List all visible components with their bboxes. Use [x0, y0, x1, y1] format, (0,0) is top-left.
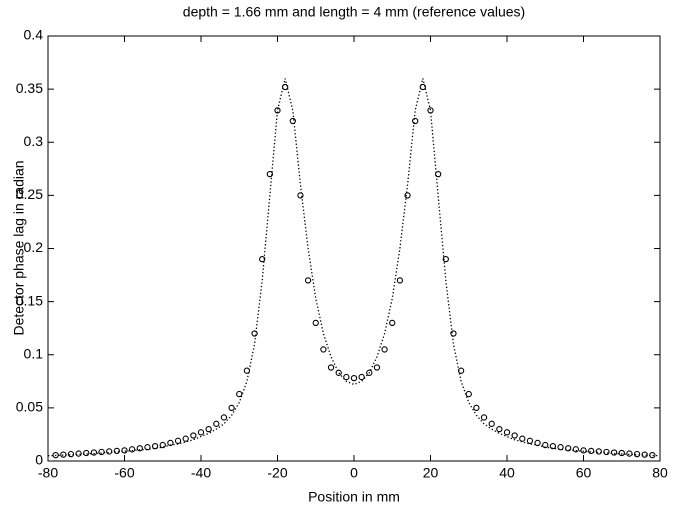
x-tick-label: -80 — [38, 465, 58, 481]
data-point — [159, 441, 166, 449]
data-point — [52, 452, 59, 459]
data-point — [121, 447, 128, 454]
data-point — [488, 420, 495, 427]
data-point — [83, 449, 90, 457]
x-tick-label: 0 — [350, 465, 358, 481]
data-point — [228, 404, 235, 412]
data-point — [557, 444, 564, 451]
data-point — [434, 170, 442, 178]
data-point — [312, 319, 319, 327]
data-point — [442, 255, 449, 263]
data-point — [503, 429, 511, 436]
y-tick-label: 0.05 — [16, 399, 43, 415]
y-tick-label: 0.15 — [16, 292, 43, 308]
data-point — [266, 170, 273, 178]
y-tick-label: 0.2 — [24, 239, 44, 255]
y-tick-label: 0.25 — [16, 186, 43, 202]
data-point — [297, 192, 304, 199]
data-point — [572, 446, 579, 453]
data-point — [274, 107, 281, 114]
data-point — [618, 449, 625, 457]
data-point — [113, 447, 120, 455]
data-point — [603, 448, 610, 456]
data-point — [519, 435, 526, 442]
data-point — [174, 437, 182, 444]
x-tick-label: 20 — [423, 465, 439, 481]
y-tick-label: 0.3 — [24, 133, 44, 149]
data-point — [626, 450, 633, 457]
data-point — [350, 374, 358, 382]
data-point — [450, 330, 457, 337]
y-tick-label: 0.4 — [24, 27, 44, 43]
series-line — [47, 78, 661, 457]
data-point — [580, 447, 587, 454]
chart-title: depth = 1.66 mm and length = 4 mm (refer… — [183, 4, 525, 20]
data-point — [259, 255, 266, 263]
data-point — [90, 449, 98, 456]
data-point — [381, 346, 388, 353]
data-point — [412, 117, 419, 125]
x-tick-label: 80 — [652, 465, 668, 481]
data-point — [220, 414, 228, 421]
y-axis-label: Detector phase lag in radian — [11, 160, 27, 335]
data-point — [213, 420, 220, 427]
data-point — [190, 432, 197, 439]
x-tick-label: -20 — [267, 465, 287, 481]
data-point — [526, 437, 534, 444]
data-point — [320, 346, 327, 353]
x-tick-label: -40 — [191, 465, 211, 481]
data-point — [427, 107, 434, 114]
data-point — [565, 445, 572, 452]
x-axis-label: Position in mm — [308, 489, 400, 505]
data-point — [473, 404, 480, 412]
data-point — [335, 369, 342, 376]
data-point — [419, 83, 426, 91]
data-point — [106, 448, 113, 455]
data-point — [151, 442, 159, 450]
x-tick-label: 60 — [576, 465, 592, 481]
data-point — [366, 369, 373, 376]
data-point — [136, 445, 143, 452]
y-tick-label: 0 — [35, 452, 43, 468]
data-point — [251, 330, 258, 337]
data-point — [182, 435, 189, 442]
plot-frame — [47, 35, 661, 462]
data-point — [144, 444, 151, 451]
data-point — [205, 425, 212, 433]
y-tick-label: 0.1 — [24, 345, 44, 361]
data-point — [404, 192, 411, 199]
x-tick-label: 40 — [499, 465, 515, 481]
data-point — [633, 450, 641, 458]
data-point — [60, 451, 67, 458]
data-point — [534, 439, 541, 447]
data-point — [243, 367, 251, 374]
data-point — [389, 319, 396, 327]
data-point — [595, 448, 602, 455]
data-point — [649, 452, 656, 459]
x-tick-label: -60 — [114, 465, 134, 481]
data-point — [496, 425, 503, 433]
data-point — [480, 414, 488, 421]
data-point — [75, 450, 82, 457]
data-point — [281, 83, 289, 91]
data-point — [610, 449, 618, 456]
data-point — [373, 364, 381, 371]
data-point — [465, 390, 472, 398]
data-point — [327, 364, 335, 371]
data-point — [289, 117, 296, 125]
data-point — [358, 373, 365, 381]
data-point — [549, 442, 557, 450]
data-point — [511, 432, 518, 439]
data-point — [343, 373, 350, 381]
data-point — [98, 448, 105, 456]
data-point — [588, 447, 595, 455]
y-tick-label: 0.35 — [16, 80, 43, 96]
data-point — [128, 446, 136, 453]
data-point — [304, 277, 312, 284]
data-point — [396, 277, 404, 284]
data-point — [197, 429, 205, 436]
data-point — [236, 390, 243, 398]
